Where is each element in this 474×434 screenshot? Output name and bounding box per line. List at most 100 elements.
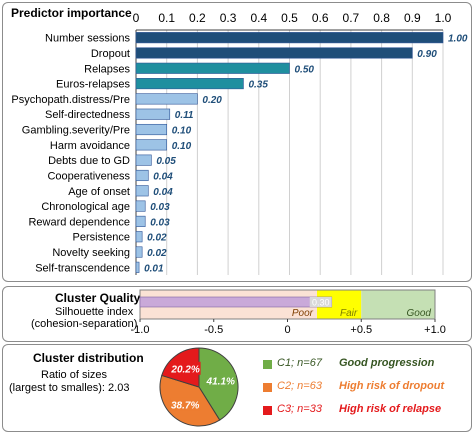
bar-value-label: 0.50 [295, 64, 315, 75]
bar-value-label: 0.03 [150, 202, 170, 213]
bar-value-label: 0.04 [153, 171, 173, 182]
pie-label-box [170, 361, 201, 375]
bar-value-label: 0.05 [156, 156, 176, 167]
importance-bar [135, 139, 168, 151]
x-tick-label: 0 [133, 11, 140, 25]
importance-bar [135, 123, 168, 136]
importance-bar [135, 246, 143, 258]
category-label: Reward dependence [28, 216, 130, 228]
cluster-distribution-title: Cluster distribution [33, 351, 144, 365]
category-label: Relapses [84, 63, 130, 75]
predictor-importance-chart: 0 0.1 0.2 0.3 0.4 0.5 0.6 0.7 0.8 0.9 1.0 Number se… [11, 11, 468, 275]
cluster-distribution-panel: Cluster distribution Ratio of sizes (lar… [2, 344, 472, 432]
importance-bar [135, 200, 146, 212]
gauge-tick-label: +0.5 [350, 324, 372, 336]
category-label: Novelty seeking [52, 247, 130, 259]
bar-value-label: 0.90 [417, 49, 437, 60]
legend-cluster-tag: C1; n=67 [277, 357, 322, 369]
importance-bar [135, 108, 171, 120]
ratio-value: (largest to smalles): 2.03 [9, 382, 130, 394]
bar-value-label: 1.00 [448, 34, 468, 45]
quality-zone-label: Poor [292, 308, 314, 319]
importance-bar [135, 169, 149, 182]
category-label: Chronological age [41, 201, 130, 213]
legend-swatch [263, 406, 272, 415]
pie-label-box [205, 373, 236, 387]
importance-bar [135, 215, 146, 227]
importance-bar [135, 154, 152, 166]
bar-value-label: 0.02 [147, 233, 167, 244]
bar-value-label: 0.04 [153, 187, 173, 198]
silhouette-value-label: 0.30 [312, 298, 330, 308]
importance-bar [135, 47, 413, 59]
category-label: Dropout [91, 48, 130, 60]
legend-swatch [263, 383, 272, 392]
quality-zone [361, 290, 435, 319]
x-tick-label: 0.5 [281, 11, 298, 25]
x-tick-label: 0.3 [220, 11, 237, 25]
importance-bar [135, 32, 444, 44]
cluster-quality-title: Cluster Quality [55, 291, 141, 305]
bar-value-label: 0.10 [172, 141, 192, 152]
bar-value-label: 0.35 [248, 80, 268, 91]
gauge-tick-label: -0.5 [204, 324, 223, 336]
pie-label-box [170, 397, 201, 411]
x-tick-label: 0.4 [250, 11, 267, 25]
bar-value-label: 0.01 [144, 263, 164, 274]
x-tick-label: 0.2 [189, 11, 206, 25]
category-label: Self-directedness [45, 109, 130, 121]
category-label: Euros-relapses [56, 79, 130, 91]
category-label: Persistence [73, 232, 130, 244]
gauge-tick-label: 0 [284, 324, 290, 336]
bar-value-label: 0.03 [150, 217, 170, 228]
ratio-label: Ratio of sizes [41, 369, 108, 381]
bar-value-label: 0.20 [202, 95, 222, 106]
category-label: Number sessions [45, 33, 130, 45]
category-label: Debts due to GD [48, 155, 130, 167]
cluster-quality-panel: Cluster Quality Silhouette index (cohesi… [2, 286, 472, 342]
gauge-tick-label: -1.0 [131, 324, 150, 336]
silhouette-gauge: Poor Fair Good 0.30 -1.0 -0.5 0 +0.5 +1.0 [131, 289, 446, 336]
category-label: Self-transcendence [35, 262, 130, 274]
predictor-importance-title: Predictor importance [11, 6, 132, 20]
cluster-pie-chart: 41.1% 38.7% 20.2% [159, 347, 239, 427]
quality-zone-label: Fair [340, 308, 358, 319]
silhouette-value-box [309, 297, 332, 307]
legend-cluster-description: High risk of relapse [339, 403, 442, 415]
pie-slice-label: 20.2% [170, 364, 199, 375]
importance-bar [135, 231, 143, 243]
category-label: Gambling.severity/Pre [22, 125, 130, 137]
category-label: Cooperativeness [47, 170, 130, 182]
quality-zone-label: Good [407, 308, 432, 319]
x-tick-label: 0.8 [373, 11, 390, 25]
legend-cluster-tag: C3; n=33 [277, 403, 322, 415]
category-label: Psychopath.distress/Pre [11, 94, 130, 106]
legend-cluster-description: Good progression [339, 357, 435, 369]
bar-value-label: 0.11 [175, 110, 194, 121]
x-tick-label: 0.6 [312, 11, 329, 25]
silhouette-bar [139, 296, 333, 308]
pie-slice-label: 41.1% [206, 376, 235, 387]
x-tick-label: 0.1 [158, 11, 175, 25]
pie-slice-label: 38.7% [171, 400, 199, 411]
legend-swatch [263, 360, 272, 369]
silhouette-label: Silhouette index [55, 306, 134, 318]
silhouette-sublabel: (cohesion-separation) [31, 318, 138, 330]
importance-bar [135, 78, 244, 90]
importance-bar [135, 62, 290, 74]
importance-bar [135, 185, 149, 197]
bar-value-label: 0.02 [147, 248, 167, 259]
x-tick-label: 0.7 [343, 11, 360, 25]
importance-bar [135, 261, 140, 273]
category-label: Age of onset [68, 186, 130, 198]
legend-cluster-tag: C2; n=63 [277, 380, 322, 392]
cluster-legend: C1; n=67 Good progression C2; n=63 High ris… [263, 357, 463, 427]
importance-bar [135, 93, 198, 105]
category-label: Harm avoidance [50, 140, 130, 152]
predictor-importance-panel: Predictor importance 0 0.1 0.2 0.3 0.4 0.5 0.6… [2, 2, 472, 282]
x-tick-label: 0.9 [404, 11, 421, 25]
legend-cluster-description: High risk of dropout [339, 380, 445, 392]
x-tick-label: 1.0 [435, 11, 452, 25]
gauge-tick-label: +1.0 [424, 324, 446, 336]
bar-value-label: 0.10 [172, 126, 192, 137]
